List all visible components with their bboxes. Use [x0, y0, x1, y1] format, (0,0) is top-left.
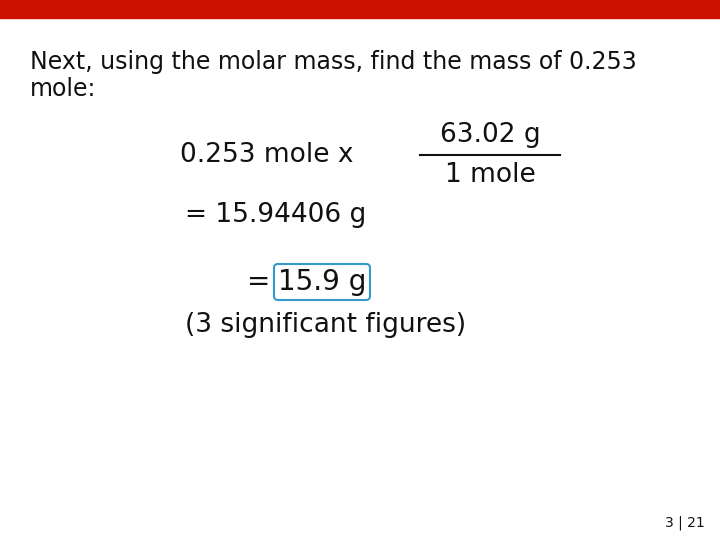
Text: Next, using the molar mass, find the mass of 0.253: Next, using the molar mass, find the mas…	[30, 50, 636, 74]
Text: 63.02 g: 63.02 g	[440, 122, 540, 148]
Text: = 15.94406 g: = 15.94406 g	[185, 202, 366, 228]
Text: (3 significant figures): (3 significant figures)	[185, 312, 466, 338]
Text: 1 mole: 1 mole	[445, 162, 536, 188]
Text: mole:: mole:	[30, 77, 96, 101]
Text: 0.253 mole x: 0.253 mole x	[180, 142, 354, 168]
Text: =: =	[247, 268, 270, 296]
Text: 15.9 g: 15.9 g	[278, 268, 366, 296]
Bar	[0, 0, 720, 18]
Text: 3 | 21: 3 | 21	[665, 516, 705, 530]
FancyBboxPatch shape	[274, 264, 370, 300]
